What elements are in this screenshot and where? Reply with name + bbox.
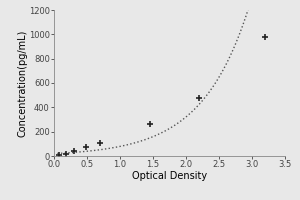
X-axis label: Optical Density: Optical Density [132, 171, 207, 181]
Y-axis label: Concentration(pg/mL): Concentration(pg/mL) [17, 29, 27, 137]
